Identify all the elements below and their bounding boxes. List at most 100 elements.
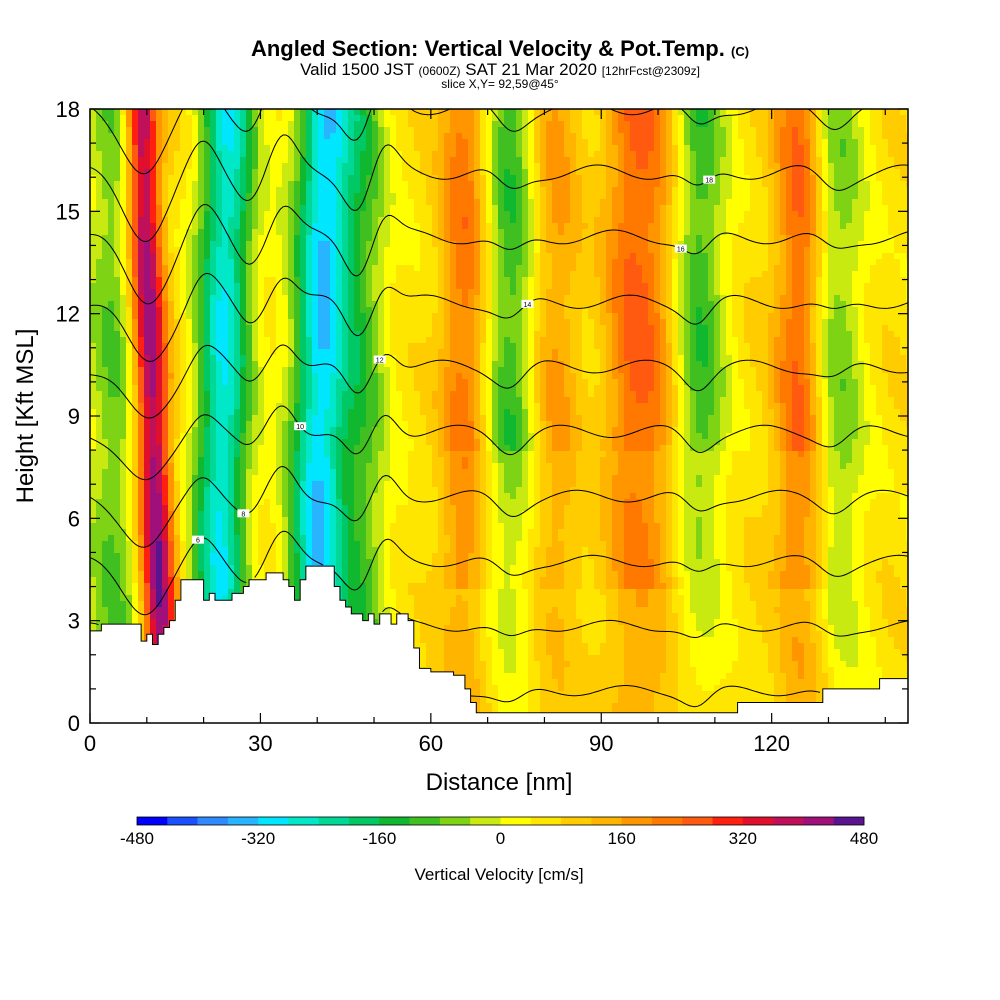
field-cell (114, 325, 121, 332)
field-cell (336, 121, 343, 128)
field-cell (132, 133, 139, 140)
field-cell (552, 229, 559, 236)
field-cell (906, 109, 908, 116)
field-cell (462, 253, 469, 260)
field-cell (516, 259, 523, 266)
field-cell (600, 193, 607, 200)
field-cell (174, 307, 181, 314)
field-cell (90, 259, 97, 266)
field-cell (522, 169, 529, 176)
field-cell (180, 325, 187, 332)
field-cell (900, 265, 907, 272)
field-cell (906, 283, 908, 290)
field-cell (588, 139, 595, 146)
field-cell (828, 145, 835, 152)
field-cell (126, 151, 133, 158)
field-cell (192, 217, 199, 224)
field-cell (228, 109, 235, 116)
field-cell (834, 271, 841, 278)
field-cell (324, 229, 331, 236)
field-cell (534, 223, 541, 230)
field-cell (186, 301, 193, 308)
field-cell (852, 241, 859, 248)
field-cell (156, 139, 163, 146)
field-cell (204, 283, 211, 290)
field-cell (654, 265, 661, 272)
field-cell (156, 241, 163, 248)
field-cell (882, 217, 889, 224)
field-cell (336, 175, 343, 182)
field-cell (420, 277, 427, 284)
field-cell (408, 193, 415, 200)
field-cell (600, 187, 607, 194)
field-cell (360, 319, 367, 326)
field-cell (732, 127, 739, 134)
field-cell (378, 265, 385, 272)
field-cell (210, 139, 217, 146)
field-cell (558, 223, 565, 230)
field-cell (468, 277, 475, 284)
field-cell (210, 217, 217, 224)
field-cell (234, 193, 241, 200)
field-cell (168, 109, 175, 116)
field-cell (456, 127, 463, 134)
field-cell (192, 313, 199, 320)
field-cell (492, 253, 499, 260)
field-cell (858, 163, 865, 170)
field-cell (762, 145, 769, 152)
field-cell (558, 283, 565, 290)
field-cell (282, 247, 289, 254)
field-cell (342, 235, 349, 242)
field-cell (618, 205, 625, 212)
field-cell (558, 307, 565, 314)
field-cell (834, 319, 841, 326)
field-cell (162, 235, 169, 242)
field-cell (750, 163, 757, 170)
field-cell (324, 181, 331, 188)
field-cell (312, 217, 319, 224)
field-cell (894, 259, 901, 266)
field-cell (828, 247, 835, 254)
field-cell (672, 193, 679, 200)
field-cell (672, 151, 679, 158)
field-cell (402, 187, 409, 194)
field-cell (468, 127, 475, 134)
field-cell (486, 145, 493, 152)
field-cell (144, 271, 151, 278)
field-cell (642, 301, 649, 308)
field-cell (630, 175, 637, 182)
field-cell (528, 271, 535, 278)
field-cell (444, 217, 451, 224)
field-cell (810, 277, 817, 284)
field-cell (90, 217, 97, 224)
field-cell (852, 295, 859, 302)
field-cell (204, 235, 211, 242)
field-cell (450, 283, 457, 290)
field-cell (672, 205, 679, 212)
field-cell (774, 163, 781, 170)
field-cell (432, 187, 439, 194)
field-cell (822, 265, 829, 272)
field-cell (324, 271, 331, 278)
field-cell (642, 121, 649, 128)
field-cell (792, 205, 799, 212)
field-cell (162, 187, 169, 194)
field-cell (822, 139, 829, 146)
field-cell (444, 307, 451, 314)
field-cell (132, 283, 139, 290)
field-cell (156, 325, 163, 332)
field-cell (348, 145, 355, 152)
field-cell (138, 313, 145, 320)
field-cell (816, 301, 823, 308)
field-cell (864, 175, 871, 182)
field-cell (480, 259, 487, 266)
field-cell (444, 175, 451, 182)
field-cell (120, 241, 127, 248)
field-cell (660, 157, 667, 164)
field-cell (324, 325, 331, 332)
field-cell (252, 307, 259, 314)
field-cell (378, 223, 385, 230)
field-cell (738, 199, 745, 206)
field-cell (234, 259, 241, 266)
field-cell (858, 289, 865, 296)
